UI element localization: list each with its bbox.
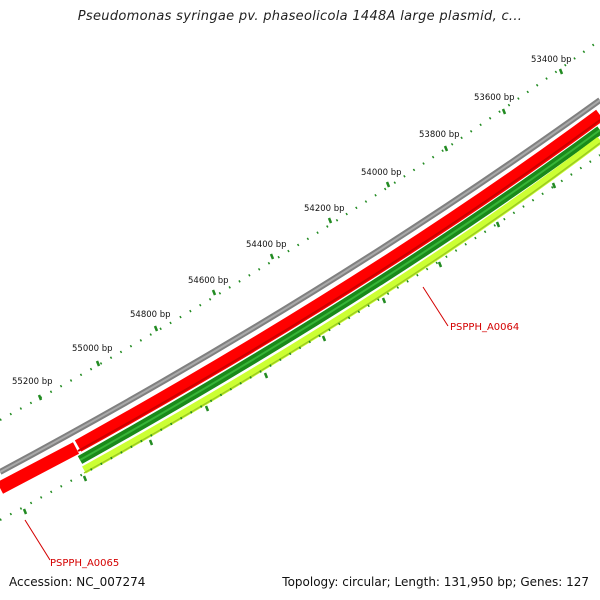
backbone-track (0, 97, 600, 475)
tick-label: 55200 bp (12, 377, 53, 387)
accession-text: Accession: NC_007274 (9, 575, 146, 589)
cds-feature-shade (77, 119, 600, 452)
tick-label: 54800 bp (130, 310, 171, 320)
cds-feature (0, 442, 80, 494)
tick-label: 53800 bp (419, 130, 460, 140)
tick-label: 54400 bp (246, 240, 287, 250)
gene-label-leader (422, 286, 449, 327)
tick-labels: 53400 bp 53600 bp 53800 bp 54000 bp 5420… (12, 55, 572, 387)
tick-label: 54600 bp (188, 276, 229, 286)
gene-label[interactable]: PSPPH_A0065 (50, 558, 119, 569)
inner-major-ticks (22, 182, 557, 515)
tick-label: 53400 bp (531, 55, 572, 65)
map-summary-text: Topology: circular; Length: 131,950 bp; … (282, 575, 589, 589)
tick-label: 55000 bp (72, 344, 113, 354)
gene-label-leader (24, 519, 51, 561)
outer-major-ticks (37, 68, 564, 401)
gene-feature-light (82, 136, 600, 474)
tick-label: 53600 bp (474, 93, 515, 103)
backbone-highlight (0, 99, 600, 473)
tick-label: 54000 bp (361, 168, 402, 178)
cds-feature (74, 109, 600, 452)
gene-feature-light-shade (83, 142, 600, 474)
gene-feature-highlight (79, 129, 600, 461)
gene-label[interactable]: PSPPH_A0064 (450, 322, 519, 333)
tick-label: 54200 bp (304, 204, 345, 214)
map-title: Pseudomonas syringae pv. phaseolicola 14… (77, 9, 523, 24)
